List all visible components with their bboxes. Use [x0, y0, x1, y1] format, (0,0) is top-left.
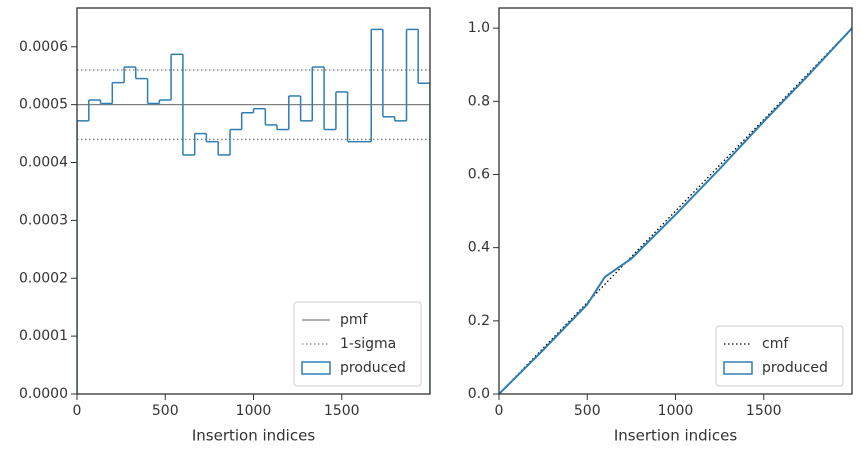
y-tick-label: 0.0003	[19, 212, 68, 228]
legend-label: cmf	[762, 336, 789, 352]
y-tick-label: 1.0	[468, 20, 490, 36]
y-tick-label: 0.2	[468, 313, 490, 329]
series-line	[499, 27, 852, 394]
legend-label: produced	[762, 360, 828, 376]
x-tick-label: 0	[495, 403, 504, 419]
y-tick-label: 0.6	[468, 166, 490, 182]
y-tick-label: 0.0005	[19, 97, 68, 113]
y-tick-label: 0.0006	[19, 39, 68, 55]
series-line	[499, 27, 852, 394]
legend-swatch	[301, 361, 331, 375]
x-axis-label: Insertion indices	[192, 427, 315, 445]
legend-box	[715, 325, 844, 387]
y-tick-label: 0.0001	[19, 328, 68, 344]
x-tick-label: 1500	[746, 403, 782, 419]
axes-frame	[498, 7, 853, 395]
plot-area	[77, 28, 430, 394]
y-tick-label: 0.0004	[19, 155, 68, 171]
legend-label: pmf	[340, 312, 369, 328]
x-axis-label: Insertion indices	[614, 427, 737, 445]
y-tick-label: 0.4	[468, 240, 490, 256]
x-tick-label: 500	[574, 403, 601, 419]
y-tick-label: 0.0000	[19, 386, 68, 402]
y-tick-label: 0.0	[468, 386, 490, 402]
axes-frame	[76, 7, 431, 395]
y-tick-label: 0.0002	[19, 270, 68, 286]
x-tick-label: 500	[152, 403, 179, 419]
step-connector	[77, 29, 430, 394]
x-tick-label: 1000	[236, 403, 272, 419]
plot-area	[499, 27, 852, 394]
legend-label: produced	[340, 360, 406, 376]
x-tick-label: 1000	[658, 403, 694, 419]
legend-swatch	[723, 361, 753, 375]
y-tick-label: 0.8	[468, 93, 490, 109]
x-tick-label: 1500	[324, 403, 360, 419]
x-tick-label: 0	[73, 403, 82, 419]
legend-label: 1-sigma	[340, 336, 396, 352]
